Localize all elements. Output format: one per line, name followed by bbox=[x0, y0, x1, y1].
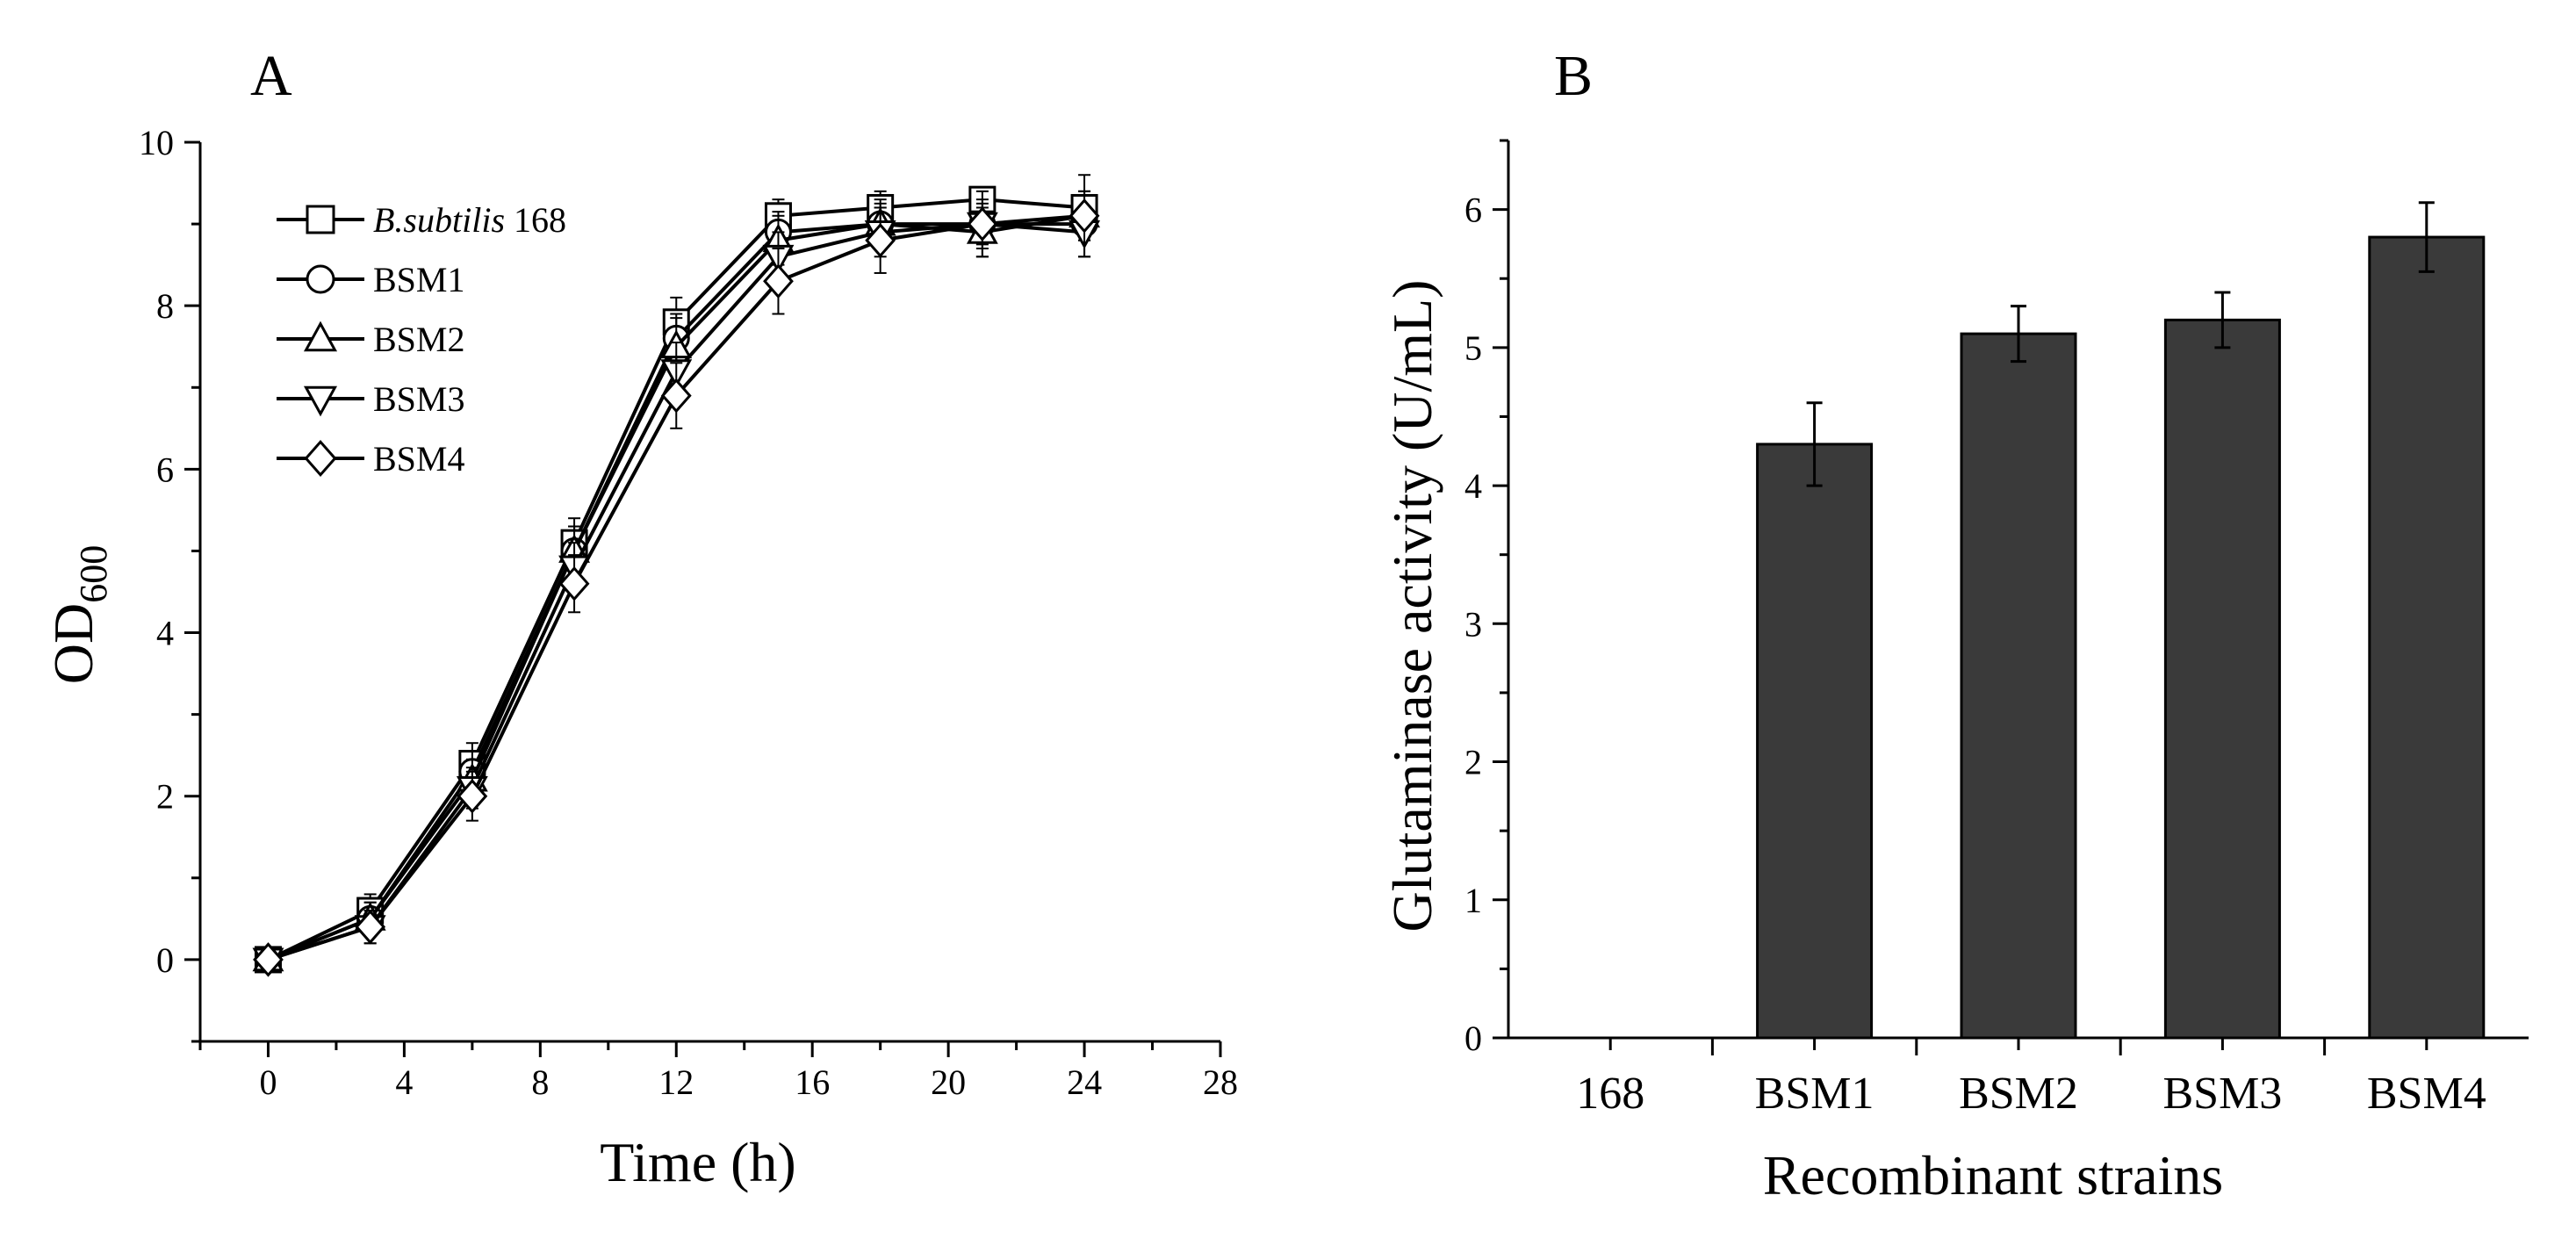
panel-a-x-tick-label: 8 bbox=[531, 1062, 549, 1102]
panel-a-legend-label: BSM1 bbox=[373, 260, 465, 299]
panel-b-x-axis-title: Recombinant strains bbox=[1763, 1144, 2223, 1206]
panel-a-data-point bbox=[660, 378, 692, 414]
panel-b-y-tick-label: 1 bbox=[1464, 881, 1482, 920]
panel-a-x-tick-label: 12 bbox=[658, 1062, 694, 1102]
panel-a-series-0 bbox=[254, 185, 1098, 974]
panel-b-y-tick-label: 4 bbox=[1464, 466, 1482, 506]
panel-b: B 0 1 2 3 4 5 6 168 BSM1 BSM2 BSM3 BSM4 Recombinan… bbox=[1381, 44, 2529, 1206]
panel-a-y-ticks: 0 2 4 6 8 10 bbox=[139, 123, 200, 1043]
panel-a-axes bbox=[198, 142, 1220, 1043]
panel-b-y-tick-label: 2 bbox=[1464, 743, 1482, 782]
panel-a-data-point bbox=[865, 222, 896, 258]
panel-b-x-tick-label: BSM3 bbox=[2162, 1069, 2282, 1119]
panel-a-x-tick-label: 4 bbox=[395, 1062, 413, 1102]
panel-a-y-tick-label: 10 bbox=[139, 123, 174, 162]
panel-a-y-tick-label: 4 bbox=[156, 614, 174, 653]
panel-a-series-4 bbox=[253, 174, 1100, 977]
panel-a-legend-label: B.subtilis 168 bbox=[373, 200, 566, 240]
panel-a-y-tick-label: 6 bbox=[156, 450, 174, 489]
panel-a-x-ticks: 0 4 8 12 16 20 24 28 bbox=[198, 1041, 1238, 1102]
panel-a-y-axis-title-sub: 600 bbox=[72, 545, 115, 603]
panel-b-y-tick-label: 6 bbox=[1464, 191, 1482, 230]
panel-b-bar bbox=[1756, 443, 1874, 1040]
panel-a-legend-marker bbox=[303, 385, 338, 417]
panel-a-legend-label: BSM4 bbox=[373, 439, 465, 479]
panel-a-legend-label-italic: B.subtilis bbox=[373, 200, 505, 240]
panel-a-x-tick-label: 24 bbox=[1067, 1062, 1102, 1102]
panel-a-data-point bbox=[1069, 198, 1100, 234]
panel-b-y-tick-label: 3 bbox=[1464, 604, 1482, 644]
panel-a-x-tick-label: 28 bbox=[1203, 1062, 1238, 1102]
panel-a-x-tick-label: 0 bbox=[259, 1062, 277, 1102]
panel-a-y-axis-title-main: OD bbox=[42, 603, 104, 684]
panel-a-data-point bbox=[558, 565, 590, 601]
panel-a-legend-label: BSM2 bbox=[373, 320, 465, 359]
panel-a-data-point bbox=[457, 778, 488, 814]
panel-a-series bbox=[252, 174, 1101, 977]
panel-a-y-tick-label: 8 bbox=[156, 286, 174, 326]
panel-a-data-point bbox=[967, 206, 998, 241]
panel-a-legend-label: BSM3 bbox=[373, 379, 465, 419]
panel-a-data-point bbox=[253, 942, 284, 977]
panel-a-x-tick-label: 20 bbox=[931, 1062, 966, 1102]
panel-b-y-tick-label: 5 bbox=[1464, 328, 1482, 368]
panel-a-legend-marker bbox=[306, 205, 335, 234]
panel-b-x-ticks: 168 BSM1 BSM2 BSM3 BSM4 bbox=[1576, 1038, 2486, 1119]
panel-b-x-tick-label: BSM2 bbox=[1959, 1069, 2078, 1119]
panel-a-y-tick-label: 2 bbox=[156, 777, 174, 817]
panel-b-bar bbox=[1960, 332, 2077, 1040]
panel-b-x-tick-label: 168 bbox=[1576, 1069, 1644, 1119]
panel-b-x-tick-label: BSM4 bbox=[2367, 1069, 2486, 1119]
panel-b-bars bbox=[1756, 201, 2486, 1040]
panel-a-y-tick-label: 0 bbox=[156, 940, 174, 980]
panel-a-data-point bbox=[763, 263, 794, 299]
panel-b-y-tick-label: 0 bbox=[1464, 1019, 1482, 1058]
panel-b-label: B bbox=[1554, 44, 1593, 108]
panel-a-legend-marker bbox=[304, 439, 337, 478]
panel-b-y-ticks: 0 1 2 3 4 5 6 bbox=[1464, 139, 1508, 1058]
panel-a-y-axis-title: OD600 bbox=[42, 545, 115, 684]
panel-a-label: A bbox=[250, 44, 292, 108]
panel-a-x-axis-title: Time (h) bbox=[600, 1131, 795, 1193]
panel-a-legend: B.subtilis 168 BSM1 BSM2 BSM3 BSM4 bbox=[277, 200, 566, 479]
panel-a-legend-marker bbox=[306, 264, 335, 294]
panel-a-legend-label-rest: 168 bbox=[505, 200, 566, 240]
panel-b-y-axis-title: Glutaminase activity (U/mL) bbox=[1381, 280, 1443, 933]
panel-a-legend-marker bbox=[303, 320, 338, 352]
panel-b-bar bbox=[2163, 318, 2281, 1040]
panel-a-x-tick-label: 16 bbox=[795, 1062, 830, 1102]
panel-b-bar bbox=[2368, 235, 2486, 1040]
panel-b-x-tick-label: BSM1 bbox=[1755, 1069, 1874, 1119]
panel-a-data-point bbox=[355, 909, 386, 945]
